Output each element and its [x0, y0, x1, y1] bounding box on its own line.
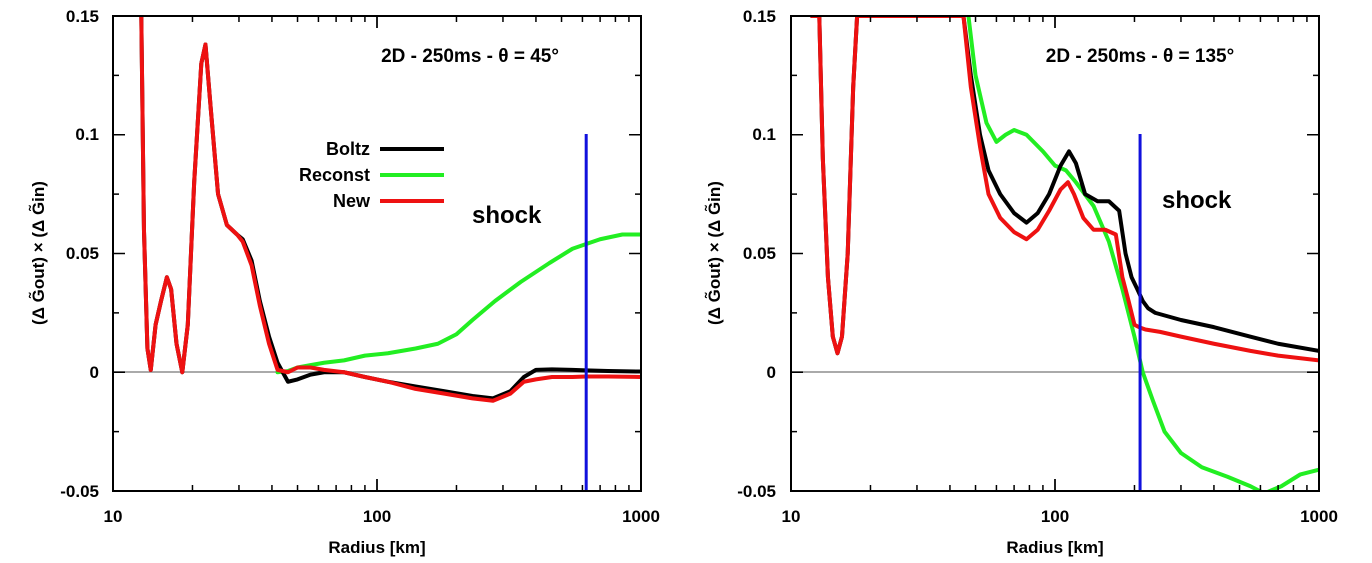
- left-ytick-label-0: 0: [90, 363, 99, 382]
- right-xtick-label-1000: 1000: [1300, 507, 1338, 526]
- right-ytick-label--0.05: -0.05: [737, 482, 776, 501]
- left-xtick-label-100: 100: [363, 507, 391, 526]
- left-xtick-label-10: 10: [104, 507, 123, 526]
- left-plot-frame: [112, 15, 642, 492]
- right-y-axis-label: (Δ G̃out) × (Δ G̃in): [704, 181, 724, 325]
- left-shock-annotation: shock: [472, 202, 542, 229]
- right-ytick-label-0.05: 0.05: [743, 244, 776, 263]
- right-ytick-label-0.15: 0.15: [743, 7, 776, 26]
- right-xtick-label-100: 100: [1041, 507, 1069, 526]
- right-ytick-label-0.1: 0.1: [752, 125, 776, 144]
- left-series-line-new: [139, 16, 641, 403]
- right-shock-annotation: shock: [1162, 187, 1232, 214]
- left-x-axis-label: Radius [km]: [328, 538, 425, 557]
- right-xtick-label-10: 10: [782, 507, 801, 526]
- right-series-line-new: [809, 16, 1319, 363]
- right-series-group: [809, 16, 1319, 491]
- left-series-line-boltz: [139, 16, 641, 401]
- left-ytick-label-0.1: 0.1: [75, 125, 99, 144]
- right-x-axis-label: Radius [km]: [1006, 538, 1103, 557]
- right-series-line-reconst: [966, 16, 1319, 491]
- right-ticks: [790, 15, 1320, 492]
- right-plot-frame: [790, 15, 1320, 492]
- left-series-line-reconst: [275, 232, 641, 375]
- left-ytick-label--0.05: -0.05: [60, 482, 99, 501]
- left-panel: 0.15 0.1 0.05 0 -0.05 10 100 1000 Radius…: [28, 7, 660, 557]
- left-series-group: [139, 16, 641, 403]
- legend-label-boltz: Boltz: [326, 139, 370, 159]
- left-ytick-label-0.15: 0.15: [66, 7, 99, 26]
- left-ytick-label-0.05: 0.05: [66, 244, 99, 263]
- legend-label-new: New: [333, 191, 371, 211]
- left-y-axis-label: (Δ G̃out) × (Δ G̃in): [28, 181, 48, 325]
- legend-label-reconst: Reconst: [299, 165, 370, 185]
- right-panel: 0.15 0.1 0.05 0 -0.05 10 100 1000 Radius…: [704, 7, 1338, 557]
- right-chart-title: 2D - 250ms - θ = 135°: [1046, 46, 1234, 67]
- left-xtick-label-1000: 1000: [622, 507, 660, 526]
- legend: Boltz Reconst New: [299, 139, 444, 211]
- left-chart-title: 2D - 250ms - θ = 45°: [381, 46, 559, 67]
- right-ytick-label-0: 0: [767, 363, 776, 382]
